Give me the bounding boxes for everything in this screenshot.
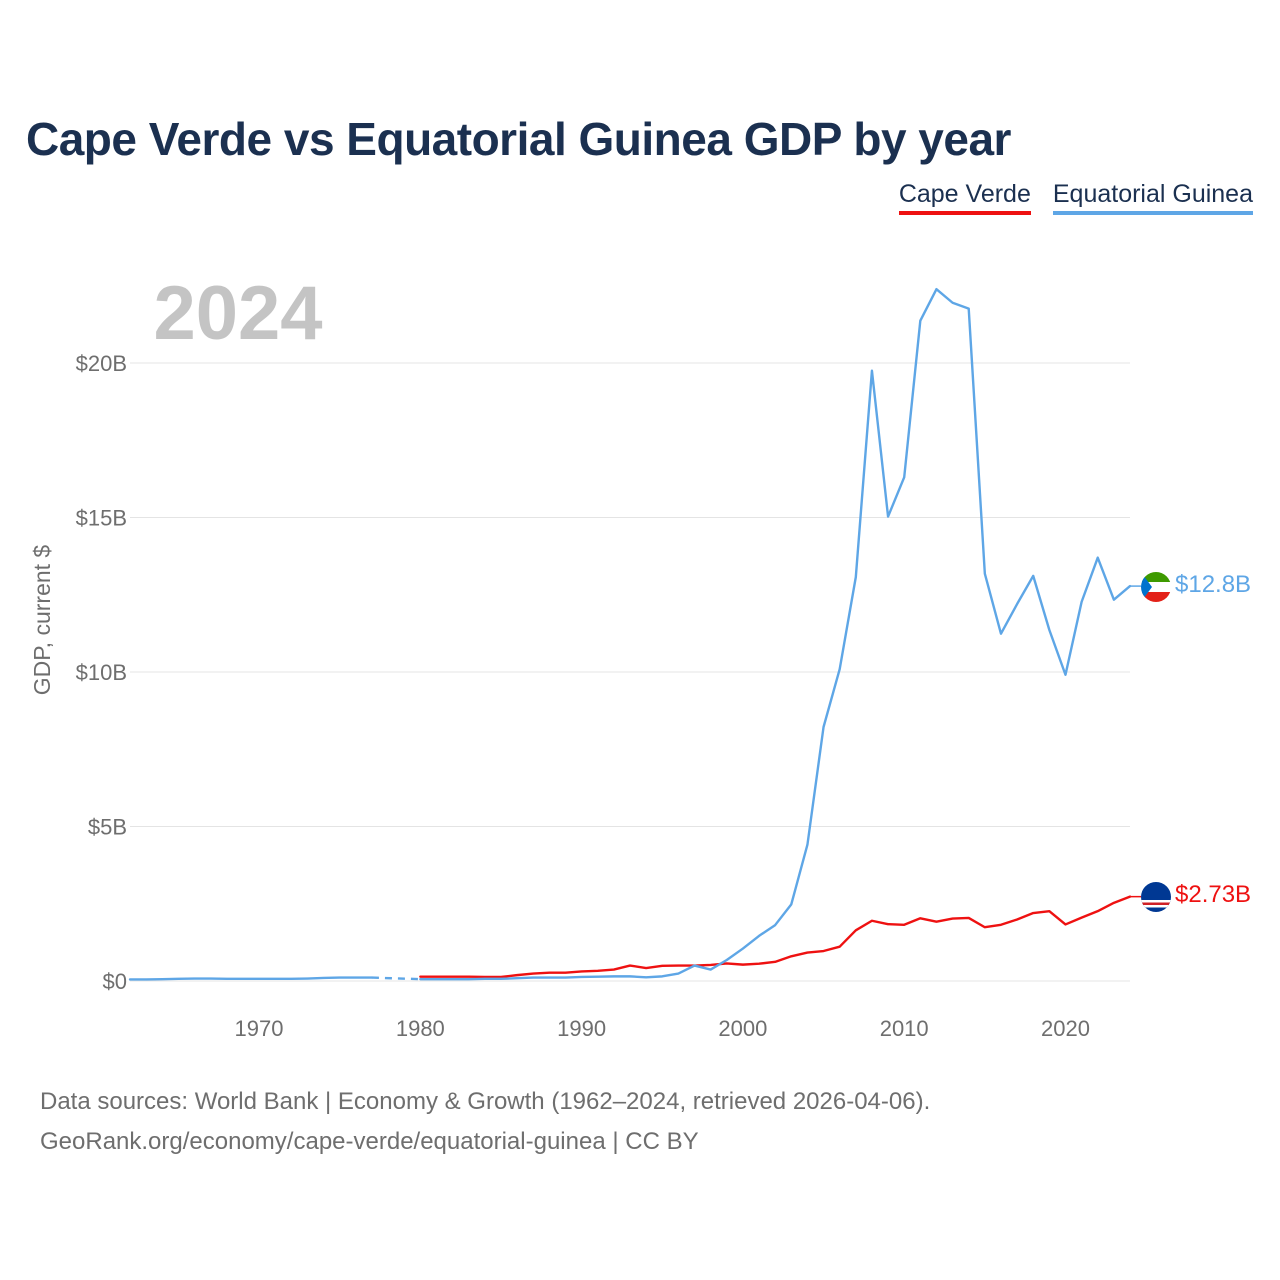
y-tick-label: $5B <box>88 815 127 840</box>
page-title: Cape Verde vs Equatorial Guinea GDP by y… <box>26 113 1011 165</box>
footer: Data sources: World Bank | Economy & Gro… <box>40 1082 930 1162</box>
y-tick-label: $10B <box>76 660 127 685</box>
y-tick-label: $0 <box>103 969 127 994</box>
series-gap-equatorial-guinea <box>371 976 421 981</box>
y-axis-label: GDP, current $ <box>29 545 55 696</box>
y-tick-label: $15B <box>76 506 127 531</box>
x-tick-label: 2020 <box>1041 1016 1090 1041</box>
x-tick-label: 2000 <box>718 1016 767 1041</box>
series-line-cape-verde <box>419 895 1132 979</box>
cape-verde-flag-icon <box>1141 882 1171 912</box>
x-tick-label: 1970 <box>235 1016 284 1041</box>
source-link[interactable]: GeoRank.org/economy/cape-verde/equatoria… <box>40 1128 699 1155</box>
x-tick-label: 1990 <box>557 1016 606 1041</box>
cape-verde-end-label: $2.73B <box>1175 881 1251 908</box>
legend-item-equatorial-guinea[interactable]: Equatorial Guinea <box>1052 180 1253 215</box>
series-line-equatorial-guinea <box>419 287 1132 981</box>
equatorial-guinea-end-label: $12.8B <box>1175 571 1251 598</box>
x-tick-label: 2010 <box>880 1016 929 1041</box>
equatorial-guinea-flag-icon <box>1141 572 1171 602</box>
legend: Cape Verde Equatorial Guinea <box>898 180 1253 215</box>
x-tick-label: 1980 <box>396 1016 445 1041</box>
data-source-text: Data sources: World Bank | Economy & Gro… <box>40 1088 931 1115</box>
year-watermark: 2024 <box>153 271 322 356</box>
y-tick-label: $20B <box>76 351 127 376</box>
legend-item-cape-verde[interactable]: Cape Verde <box>898 180 1031 215</box>
series-line-equatorial-guinea <box>128 976 374 981</box>
